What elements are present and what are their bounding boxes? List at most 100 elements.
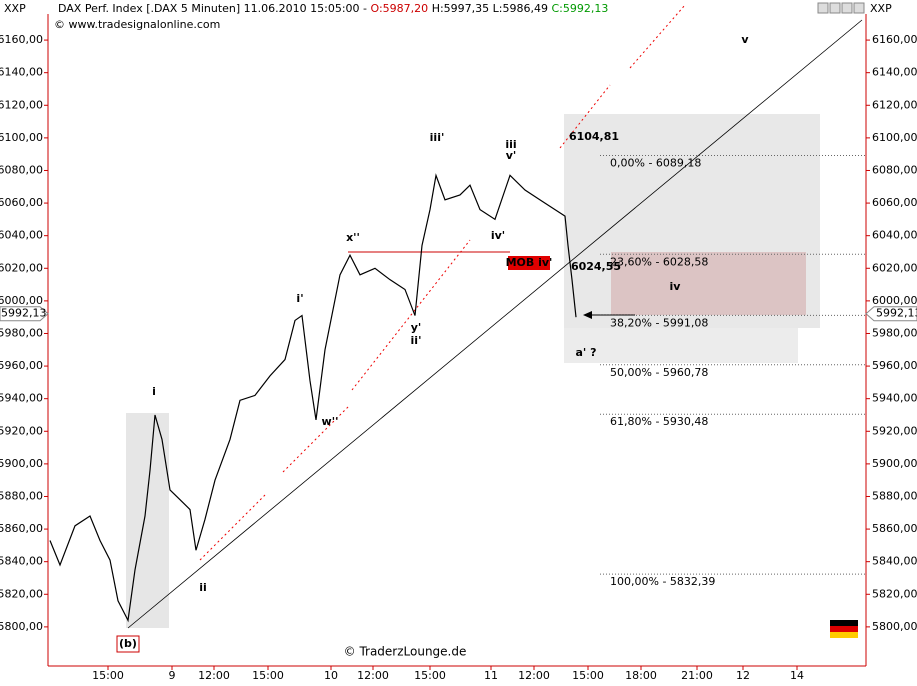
annotation: a' ?: [575, 346, 596, 359]
y-tick-label: 5900,00: [0, 457, 43, 470]
watermark: © TraderzLounge.de: [344, 645, 467, 659]
y-tick-label: 5920,00: [0, 424, 43, 437]
x-tick-label: 14: [790, 669, 804, 682]
y-tick-label: 6060,00: [872, 196, 917, 209]
y-tick-label: 5840,00: [872, 555, 917, 568]
b-box: [116, 635, 140, 653]
y-tick-label: 5860,00: [0, 522, 43, 535]
close: C:5992,13: [551, 2, 608, 15]
btn[interactable]: [841, 2, 853, 14]
flag-stripe: [830, 632, 858, 638]
open: O:5987,20: [371, 2, 429, 15]
annotation: iii': [430, 131, 445, 144]
y-tick-label: 6080,00: [872, 163, 917, 176]
y-tick-label: 6140,00: [872, 66, 917, 79]
y-tick-label: 6100,00: [872, 131, 917, 144]
x-tick-label: 9: [169, 669, 176, 682]
y-tick-label: 6120,00: [0, 98, 43, 111]
x-tick-label: 11: [484, 669, 498, 682]
x-tick-label: 10: [324, 669, 338, 682]
y-tick-label: 5800,00: [872, 620, 917, 633]
channel-line: [351, 239, 471, 391]
y-tick-label: 5980,00: [872, 326, 917, 339]
lower-box: [564, 328, 798, 363]
annotation: iv': [491, 229, 505, 242]
x-tick-label: 18:00: [625, 669, 657, 682]
fib-label: 100,00% - 5832,39: [610, 575, 715, 588]
price-tag-label: 5992,13: [876, 307, 917, 320]
annotation: i': [296, 292, 303, 305]
annotation: v: [741, 33, 749, 46]
annotation: 6104,81: [569, 130, 619, 143]
x-tick-label: 15:00: [572, 669, 604, 682]
y-tick-label: 6020,00: [872, 261, 917, 274]
high-low: H:5997,35 L:5986,49: [432, 2, 548, 15]
fib-label: 23,60% - 6028,58: [610, 255, 708, 268]
corner-label: XXP: [870, 2, 892, 15]
flag-stripe: [830, 626, 858, 632]
price-tag: [865, 306, 917, 322]
y-tick-label: 5880,00: [872, 489, 917, 502]
y-tick-label: 6000,00: [0, 294, 43, 307]
annotation: w'': [322, 415, 339, 428]
y-tick-label: 5820,00: [872, 587, 917, 600]
annotation: x'': [346, 231, 360, 244]
y-tick-label: 6080,00: [0, 163, 43, 176]
price-tag: [0, 306, 49, 322]
y-tick-label: 5820,00: [0, 587, 43, 600]
btn[interactable]: [817, 2, 829, 14]
annotation: (b): [119, 637, 137, 650]
x-tick-label: 21:00: [681, 669, 713, 682]
annotation: i: [152, 385, 156, 398]
fib-label: 50,00% - 5960,78: [610, 366, 708, 379]
btn[interactable]: [853, 2, 865, 14]
x-tick-label: 12: [736, 669, 750, 682]
btn[interactable]: [829, 2, 841, 14]
y-tick-label: 5960,00: [0, 359, 43, 372]
instrument: DAX Perf. Index [.DAX 5 Minuten] 11.06.2…: [58, 2, 367, 15]
corner-label: XXP: [4, 2, 26, 15]
x-tick-label: 15:00: [414, 669, 446, 682]
annotation: v': [506, 149, 517, 162]
y-tick-label: 5840,00: [0, 555, 43, 568]
annotation: 6024,55: [571, 260, 621, 273]
annotation: iv: [670, 280, 682, 293]
y-tick-label: 5920,00: [872, 424, 917, 437]
annotation: MOB iv': [506, 256, 553, 269]
y-tick-label: 5960,00: [872, 359, 917, 372]
y-tick-label: 5940,00: [872, 392, 917, 405]
channel-line: [199, 494, 266, 561]
y-tick-label: 6000,00: [872, 294, 917, 307]
y-tick-label: 5800,00: [0, 620, 43, 633]
fib-label: 38,20% - 5991,08: [610, 316, 708, 329]
annotation: y': [411, 321, 422, 334]
trend-line: [127, 19, 863, 629]
flag: [830, 620, 858, 638]
y-tick-label: 6020,00: [0, 261, 43, 274]
y-tick-label: 5980,00: [0, 326, 43, 339]
annotation: iii: [505, 138, 516, 151]
x-tick-label: 12:00: [518, 669, 550, 682]
header: XXP XXP DAX Perf. Index [.DAX 5 Minuten]…: [4, 2, 892, 659]
x-tick-label: 12:00: [198, 669, 230, 682]
boxes: [126, 114, 820, 628]
mob-box: [508, 256, 550, 270]
y-tick-label: 6120,00: [872, 98, 917, 111]
y-tick-label: 6040,00: [872, 229, 917, 242]
x-tick-label: 12:00: [357, 669, 389, 682]
x-tick-label: 15:00: [252, 669, 284, 682]
y-tick-label: 6140,00: [0, 66, 43, 79]
annotation: ii': [411, 334, 422, 347]
iv-zone: [611, 252, 806, 315]
y-tick-label: 5900,00: [872, 457, 917, 470]
fib-label: 61,80% - 5930,48: [610, 415, 708, 428]
header-line: DAX Perf. Index [.DAX 5 Minuten] 11.06.2…: [58, 2, 608, 15]
source: © www.tradesignalonline.com: [54, 18, 220, 31]
y-tick-label: 6040,00: [0, 229, 43, 242]
y-tick-label: 6100,00: [0, 131, 43, 144]
channel-line: [629, 4, 686, 69]
range-box: [126, 413, 169, 628]
toolbar: [817, 2, 865, 14]
channel-line: [559, 84, 611, 149]
